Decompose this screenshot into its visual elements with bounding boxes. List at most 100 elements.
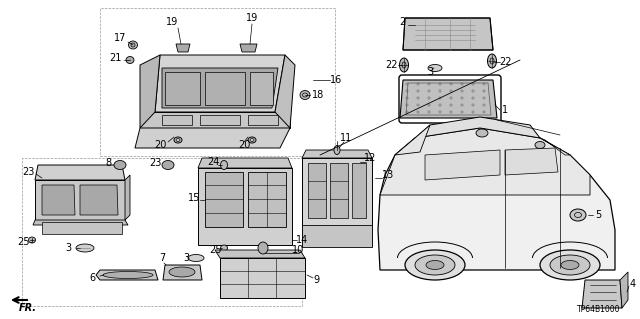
Bar — [308, 163, 326, 218]
Polygon shape — [155, 55, 285, 112]
Ellipse shape — [450, 97, 452, 99]
Polygon shape — [505, 148, 558, 175]
Ellipse shape — [417, 111, 419, 113]
Polygon shape — [80, 185, 118, 215]
Polygon shape — [163, 265, 202, 280]
Text: 20: 20 — [238, 140, 250, 150]
Ellipse shape — [114, 160, 126, 169]
Ellipse shape — [461, 104, 463, 106]
Ellipse shape — [461, 111, 463, 113]
Ellipse shape — [428, 64, 442, 71]
Ellipse shape — [428, 83, 430, 85]
Ellipse shape — [450, 104, 452, 106]
Ellipse shape — [221, 160, 227, 169]
Text: 12: 12 — [364, 153, 376, 163]
Ellipse shape — [406, 97, 408, 99]
Ellipse shape — [461, 97, 463, 99]
Ellipse shape — [300, 91, 310, 100]
Ellipse shape — [461, 83, 463, 85]
Ellipse shape — [550, 255, 590, 275]
Text: TP64B1000: TP64B1000 — [577, 306, 620, 315]
Text: 25: 25 — [209, 245, 221, 255]
Ellipse shape — [483, 83, 485, 85]
Polygon shape — [540, 138, 570, 155]
Text: 9: 9 — [313, 275, 319, 285]
Ellipse shape — [169, 267, 195, 277]
Text: 8: 8 — [105, 158, 111, 168]
Ellipse shape — [428, 104, 430, 106]
Polygon shape — [395, 125, 430, 155]
Ellipse shape — [29, 237, 35, 243]
Polygon shape — [415, 117, 540, 138]
Text: 21: 21 — [109, 53, 121, 63]
Ellipse shape — [570, 209, 586, 221]
Ellipse shape — [417, 97, 419, 99]
Ellipse shape — [450, 90, 452, 92]
Polygon shape — [582, 280, 622, 308]
Ellipse shape — [406, 83, 408, 85]
Text: 15: 15 — [188, 193, 200, 203]
Ellipse shape — [483, 111, 485, 113]
Ellipse shape — [439, 90, 441, 92]
Text: 11: 11 — [340, 133, 352, 143]
Text: 20: 20 — [154, 140, 166, 150]
Ellipse shape — [188, 255, 204, 262]
Text: 18: 18 — [312, 90, 324, 100]
Polygon shape — [378, 128, 615, 270]
Ellipse shape — [439, 111, 441, 113]
Ellipse shape — [461, 90, 463, 92]
Polygon shape — [125, 175, 130, 220]
Ellipse shape — [103, 271, 153, 278]
Text: 24: 24 — [207, 157, 219, 167]
Polygon shape — [403, 18, 493, 50]
Polygon shape — [302, 150, 372, 158]
Ellipse shape — [450, 83, 452, 85]
Polygon shape — [205, 72, 245, 105]
Text: 19: 19 — [246, 13, 258, 23]
Bar — [200, 115, 240, 125]
Polygon shape — [220, 258, 305, 298]
Ellipse shape — [561, 261, 579, 270]
Bar — [302, 225, 372, 247]
Ellipse shape — [399, 58, 408, 72]
Polygon shape — [250, 72, 273, 105]
Text: 2: 2 — [399, 17, 405, 27]
Ellipse shape — [334, 145, 340, 154]
Ellipse shape — [428, 111, 430, 113]
Ellipse shape — [129, 41, 138, 49]
Ellipse shape — [535, 142, 545, 149]
Ellipse shape — [126, 56, 134, 63]
Ellipse shape — [417, 83, 419, 85]
Ellipse shape — [472, 83, 474, 85]
Polygon shape — [425, 150, 500, 180]
Ellipse shape — [162, 160, 174, 169]
Ellipse shape — [483, 90, 485, 92]
Text: FR.: FR. — [19, 303, 37, 313]
Ellipse shape — [406, 111, 408, 113]
Text: 13: 13 — [382, 170, 394, 180]
Bar — [42, 222, 122, 234]
Bar — [100, 8, 335, 156]
Ellipse shape — [174, 137, 182, 143]
Bar — [248, 172, 286, 227]
Polygon shape — [162, 68, 278, 108]
Ellipse shape — [406, 104, 408, 106]
Ellipse shape — [472, 90, 474, 92]
Ellipse shape — [406, 90, 408, 92]
Ellipse shape — [426, 261, 444, 270]
Ellipse shape — [76, 244, 94, 252]
Ellipse shape — [483, 97, 485, 99]
Text: 10: 10 — [292, 245, 304, 255]
Ellipse shape — [221, 245, 227, 251]
Polygon shape — [165, 72, 200, 105]
Text: 22: 22 — [499, 57, 511, 67]
Text: 1: 1 — [502, 105, 508, 115]
Ellipse shape — [483, 104, 485, 106]
Text: 3: 3 — [427, 67, 433, 77]
Ellipse shape — [476, 129, 488, 137]
Text: 23: 23 — [22, 167, 34, 177]
Bar — [302, 158, 372, 246]
Ellipse shape — [405, 250, 465, 280]
Polygon shape — [620, 272, 628, 308]
Text: 3: 3 — [183, 253, 189, 263]
